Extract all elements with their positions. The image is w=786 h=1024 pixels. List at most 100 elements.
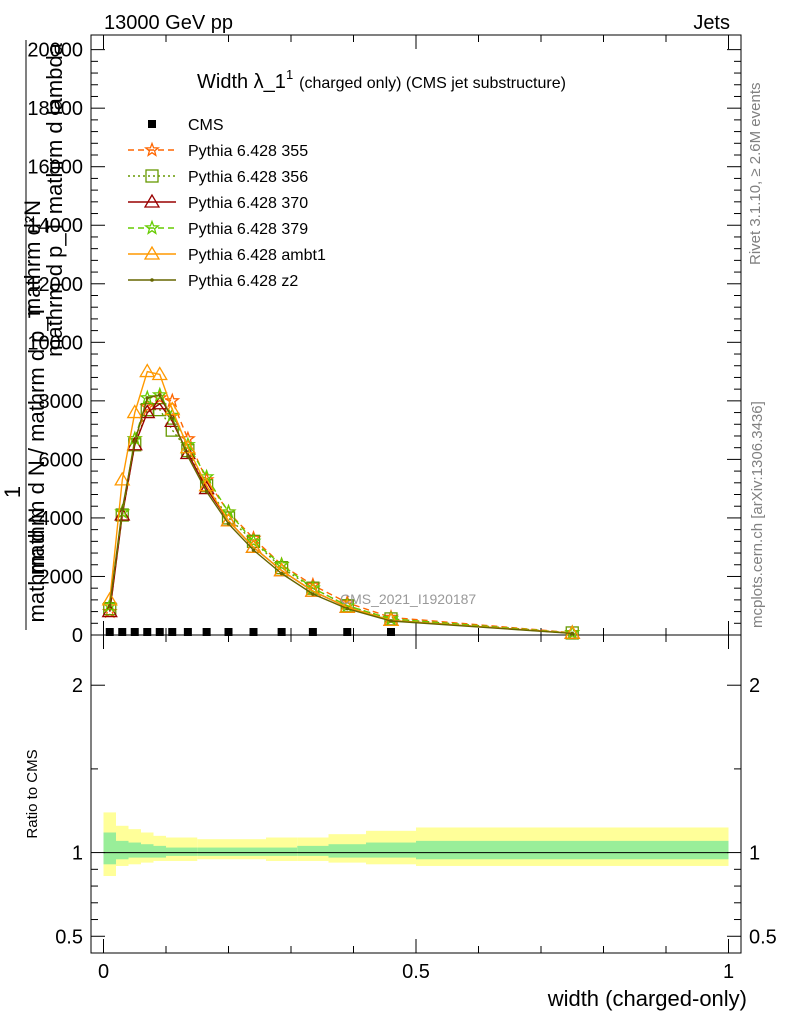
plot-title-sub: (charged only) (CMS jet substructure) (299, 75, 566, 92)
legend-label: CMS (188, 117, 224, 134)
ratio-band-inner (366, 842, 416, 858)
plot-title-sup: 1 (286, 67, 293, 82)
series-6 (107, 393, 575, 636)
main-y-tick-label: 16000 (27, 157, 83, 179)
legend-entry: Pythia 6.428 356 (128, 169, 308, 186)
header-left: 13000 GeV pp (104, 12, 233, 34)
legend-label: Pythia 6.428 ambt1 (188, 247, 326, 264)
ratio-ticks: 0 0.5 1 0.5 0.5 1 1 2 2 (55, 635, 777, 983)
ratio-band-inner (216, 847, 241, 856)
legend-label: Pythia 6.428 379 (188, 221, 308, 238)
data-point (151, 386, 168, 402)
legend-marker (150, 278, 154, 282)
data-point (564, 624, 581, 639)
ratio-band-inner (241, 847, 266, 856)
plot-title-main: Width λ_1 (197, 71, 286, 93)
data-point (118, 628, 127, 636)
plot-title: Width λ_11 (charged only) (CMS jet substr… (197, 67, 566, 93)
data-point (157, 393, 162, 397)
data-point (202, 628, 211, 636)
main-y-tick-label: 2000 (39, 566, 84, 588)
ratio-y-tick-label-right: 1 (749, 843, 760, 865)
data-point (143, 628, 152, 636)
main-y-tick-label: 12000 (27, 274, 83, 296)
data-point (251, 548, 256, 552)
legend-label: Pythia 6.428 355 (188, 143, 308, 160)
main-y-tick-label: 18000 (27, 98, 83, 120)
legend-marker (143, 193, 161, 208)
data-point (130, 628, 139, 636)
data-point (139, 363, 156, 378)
data-point (151, 366, 168, 381)
legend-label: Pythia 6.428 z2 (188, 273, 298, 290)
watermark: CMS_2021_I1920187 (340, 591, 476, 607)
data-point (343, 628, 352, 636)
ratio-bands (103, 812, 729, 877)
legend: CMS Pythia 6.428 355 Pythia 6.428 356 Pythi… (128, 117, 326, 290)
ratio-band-inner (128, 842, 141, 858)
ratio-y-tick-label: 1 (72, 843, 83, 865)
ratio-band-inner (416, 840, 729, 860)
data-point (114, 503, 131, 519)
main-y-ticks: 0 2000 4000 6000 8000 10000 12000 14000 16000 180… (27, 40, 741, 647)
main-y-tick-label: 6000 (39, 449, 84, 471)
ratio-band-inner (197, 847, 216, 856)
main-y-tick-label: 8000 (39, 391, 84, 413)
data-point (186, 454, 190, 459)
data-point (139, 398, 156, 414)
data-point (339, 598, 356, 613)
main-y-tick-label: 20000 (27, 40, 83, 62)
legend-entry: Pythia 6.428 370 (128, 193, 308, 212)
data-point (168, 628, 177, 636)
data-point (564, 624, 581, 640)
data-point (145, 396, 150, 400)
ratio-y-axis-label: Ratio to CMS (24, 749, 41, 838)
data-point (389, 619, 393, 623)
data-point (120, 507, 125, 511)
data-point (107, 603, 112, 608)
data-point (279, 571, 284, 576)
ratio-band-inner (103, 832, 116, 865)
ratio-plot-frame (90, 634, 742, 954)
main-y-tick-label: 14000 (27, 215, 83, 237)
main-y-axis-label: mathrm d²N mathrm d p_T mathrm d lambda … (0, 40, 67, 630)
ylabel-left-den: mathrm d N (24, 508, 49, 623)
data-point (165, 423, 179, 437)
data-point (105, 628, 114, 636)
ratio-band-inner (116, 840, 129, 860)
data-point (204, 489, 209, 494)
legend-marker (145, 169, 159, 183)
legend-marker (144, 219, 160, 235)
main-y-tick-label: 0 (72, 625, 83, 647)
ratio-band-inner (141, 844, 154, 858)
legend-entry: Pythia 6.428 355 (128, 141, 308, 160)
ylabel-den-top: mathrm d p_T mathrm d lambda (42, 42, 67, 357)
x-tick-label: 1 (723, 961, 734, 983)
data-point (345, 606, 350, 611)
ylabel-left-text: mathrm d N / mathrm d p_T (24, 305, 49, 575)
data-point (570, 631, 575, 636)
data-point (304, 582, 322, 597)
legend-entry: Pythia 6.428 z2 (128, 273, 298, 290)
data-point (224, 628, 233, 636)
header-right: Jets (693, 12, 730, 34)
data-point (164, 401, 181, 416)
data-point (198, 480, 215, 495)
data-point (311, 592, 315, 596)
side-label-rivet: Rivet 3.1.10, ≥ 2.6M events (747, 83, 764, 266)
data-point (249, 628, 258, 636)
legend-entry: CMS (148, 117, 224, 134)
data-point (155, 628, 164, 636)
ratio-y-tick-label-right: 0.5 (749, 926, 777, 948)
legend-marker (143, 245, 161, 260)
main-y-tick-label: 10000 (27, 332, 83, 354)
series-line (109, 370, 573, 634)
ratio-band-inner (328, 844, 366, 858)
ratio-y-tick-label: 0.5 (55, 926, 83, 948)
data-point (132, 440, 137, 444)
ylabel-num-top: mathrm d²N (20, 200, 45, 316)
x-tick-label: 0 (98, 961, 109, 983)
series-0 (105, 628, 395, 636)
data-point (273, 556, 290, 572)
legend-label: Pythia 6.428 356 (188, 169, 308, 186)
